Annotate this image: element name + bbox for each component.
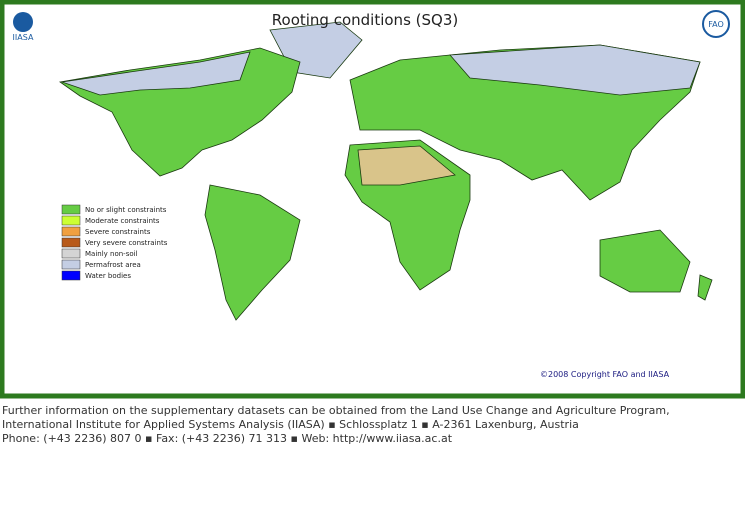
logo-text: IIASA <box>13 33 34 42</box>
new-zealand <box>697 274 713 301</box>
logo-icon <box>13 12 33 32</box>
logo-text: FAO <box>708 20 724 29</box>
legend-label: Moderate constraints <box>85 217 160 225</box>
legend-swatch <box>61 259 81 270</box>
permafrost-na <box>61 51 251 96</box>
footer-line: Phone: (+43 2236) 807 0 ▪ Fax: (+43 2236… <box>2 432 453 445</box>
sahara <box>357 145 456 186</box>
legend-label: Water bodies <box>85 272 131 280</box>
legend-label: No or slight constraints <box>85 206 167 214</box>
legend-swatch <box>61 237 81 248</box>
legend-label: Very severe constraints <box>85 239 168 247</box>
legend-label: Severe constraints <box>85 228 151 236</box>
map-title: Rooting conditions (SQ3) <box>272 11 458 29</box>
fao-logo: FAO <box>702 10 730 38</box>
legend-swatch <box>61 248 81 259</box>
logo-icon <box>702 10 730 38</box>
south-america <box>204 184 301 321</box>
iiasa-logo: IIASA <box>13 12 34 42</box>
legend-swatch <box>61 204 81 215</box>
footer-line: Further information on the supplementary… <box>2 404 670 417</box>
copyright: ©2008 Copyright FAO and IIASA <box>540 370 670 379</box>
footer-line: International Institute for Applied Syst… <box>2 418 579 431</box>
australia <box>599 229 691 293</box>
legend-label: Permafrost area <box>85 261 141 269</box>
map-panel: IIASA FAO Rooting conditions (SQ3) No or… <box>0 0 745 399</box>
legend-swatch <box>61 215 81 226</box>
legend-swatch <box>61 270 81 281</box>
legend-label: Mainly non-soil <box>85 250 138 258</box>
legend-swatch <box>61 226 81 237</box>
permafrost-asia <box>449 44 701 96</box>
world-map <box>58 21 713 321</box>
legend: No or slight constraints Moderate constra… <box>61 204 168 281</box>
